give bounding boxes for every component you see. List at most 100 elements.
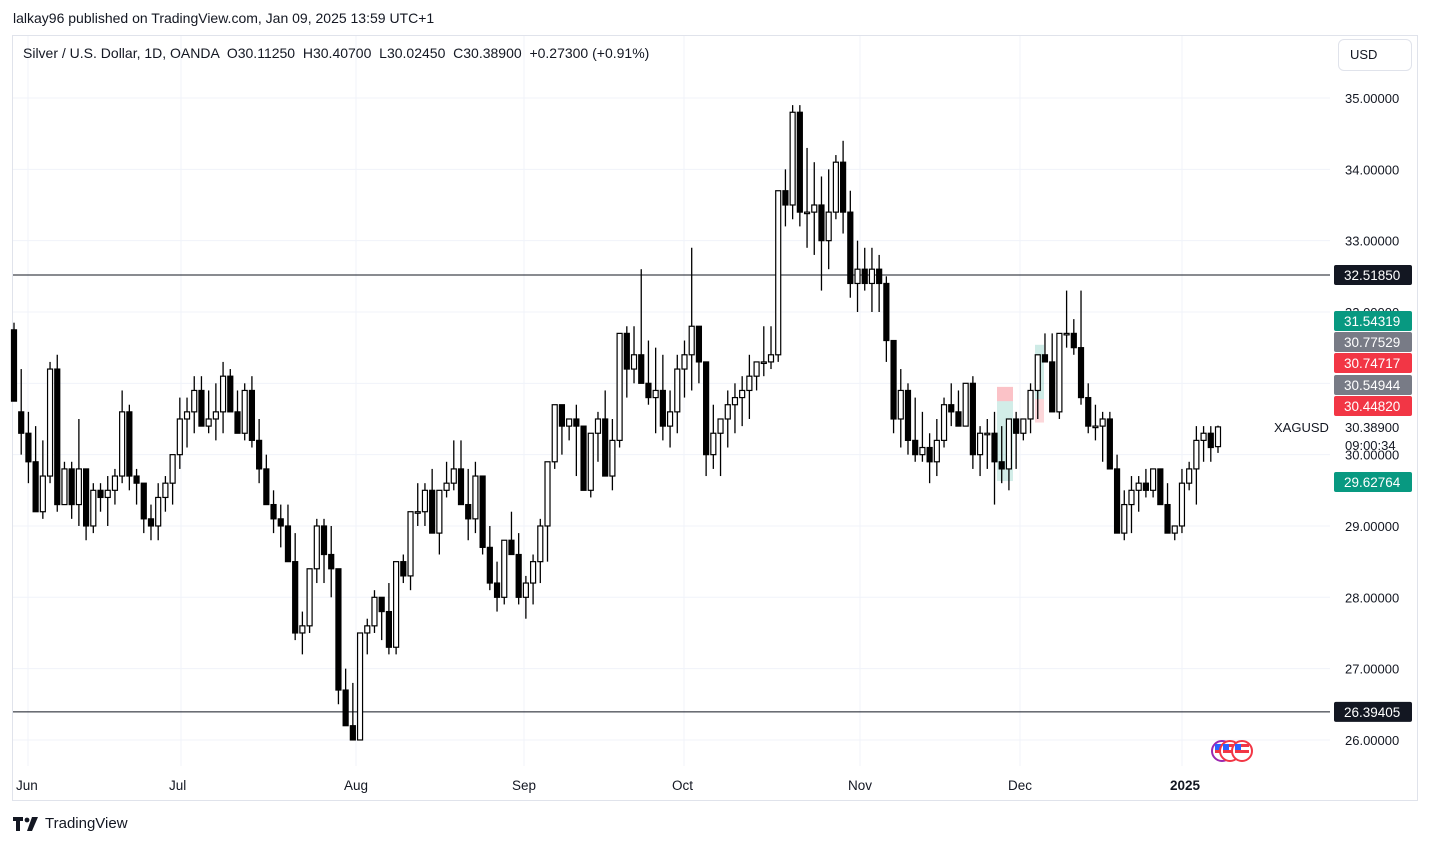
candle (443, 461, 450, 498)
tradingview-brand[interactable]: TradingView (13, 815, 128, 832)
candle (263, 454, 270, 506)
candle (969, 376, 976, 469)
candle (349, 682, 356, 741)
candle (796, 105, 803, 227)
currency-button[interactable]: USD (1338, 39, 1412, 71)
candle (1214, 425, 1222, 453)
candle (940, 397, 948, 448)
high-value: H30.40700 (302, 45, 372, 61)
x-axis-tick: Nov (848, 778, 872, 793)
candle (955, 390, 962, 427)
candle (645, 340, 652, 405)
x-axis-tick: Sep (512, 778, 536, 793)
position-price-label-text: 30.74717 (1344, 356, 1400, 371)
candle (248, 376, 256, 448)
chart-frame[interactable] (12, 35, 1418, 801)
candle (1200, 426, 1207, 462)
candle (775, 190, 782, 362)
level-price-label-text: 26.39405 (1344, 705, 1400, 720)
candle (227, 369, 234, 413)
candle (493, 561, 501, 612)
candle (191, 376, 198, 434)
level-price-label (1334, 265, 1412, 286)
candle (205, 390, 212, 434)
candle (436, 489, 443, 555)
us-economic-event-icon[interactable] (1231, 740, 1253, 762)
candle (803, 147, 811, 248)
candle (580, 425, 587, 491)
candle (573, 404, 580, 477)
candle (1157, 468, 1164, 506)
candle (501, 539, 508, 605)
candle (320, 518, 328, 584)
candle (162, 476, 169, 512)
candle (176, 397, 183, 469)
y-axis-tick: 34.00000 (1345, 162, 1399, 177)
candle (126, 404, 133, 491)
open-value: O30.11250 (226, 45, 296, 61)
candle (1070, 319, 1077, 355)
candle (508, 511, 515, 556)
change-value: +0.27300 (+0.91%) (529, 45, 650, 61)
candle (356, 632, 364, 741)
candle (681, 340, 688, 398)
candle (760, 326, 767, 377)
candle (68, 461, 75, 519)
candle (890, 339, 897, 434)
candle (1142, 468, 1150, 498)
candle (270, 490, 277, 534)
candle (558, 404, 566, 455)
candle (234, 390, 241, 434)
candle (119, 390, 126, 484)
candle (1106, 411, 1113, 470)
publisher-info: lalkay96 published on TradingView.com, J… (13, 10, 435, 26)
short-position-stop-zone[interactable] (1035, 399, 1044, 423)
candle (1121, 490, 1128, 541)
position-price-label (1334, 375, 1412, 395)
y-axis-tick: 29.00000 (1345, 519, 1399, 534)
candle (840, 140, 847, 234)
position-price-label (1334, 311, 1412, 331)
candle (82, 468, 90, 541)
candle (61, 461, 68, 506)
candle (587, 432, 594, 498)
candle (522, 575, 529, 619)
x-axis-tick: Jul (169, 778, 186, 793)
symbol-label: XAGUSD (1274, 420, 1329, 435)
candle (767, 326, 775, 370)
candle (544, 461, 551, 562)
y-axis-tick: 27.00000 (1345, 662, 1399, 677)
position-price-label (1334, 396, 1412, 416)
candle (1207, 426, 1214, 462)
candle (32, 426, 39, 513)
candle (695, 325, 703, 384)
candle (1164, 483, 1171, 534)
candle (378, 596, 385, 641)
candle (609, 418, 616, 491)
candle (912, 397, 919, 462)
candle (537, 518, 544, 584)
candle (652, 347, 659, 434)
candle (25, 411, 32, 484)
candle (342, 668, 349, 727)
symbol-legend: Silver / U.S. Dollar, 1D, OANDA O30.1125… (23, 45, 649, 61)
candle (1099, 411, 1106, 462)
candle (948, 383, 955, 427)
candle (659, 354, 666, 441)
candle (782, 169, 789, 227)
symbol-title: Silver / U.S. Dollar, 1D, OANDA (23, 45, 220, 61)
candle (1171, 525, 1178, 541)
last-price-label: 30.38900 (1345, 420, 1399, 435)
candle (155, 483, 162, 541)
candle (1020, 418, 1027, 441)
candle (219, 361, 227, 434)
candle (169, 454, 176, 505)
candle (666, 390, 674, 448)
candle (54, 354, 61, 512)
y-axis-tick: 35.00000 (1345, 91, 1399, 106)
candle (1085, 383, 1092, 434)
candle (789, 105, 796, 220)
long-position-stop-zone[interactable] (997, 386, 1013, 402)
candle (364, 618, 371, 655)
